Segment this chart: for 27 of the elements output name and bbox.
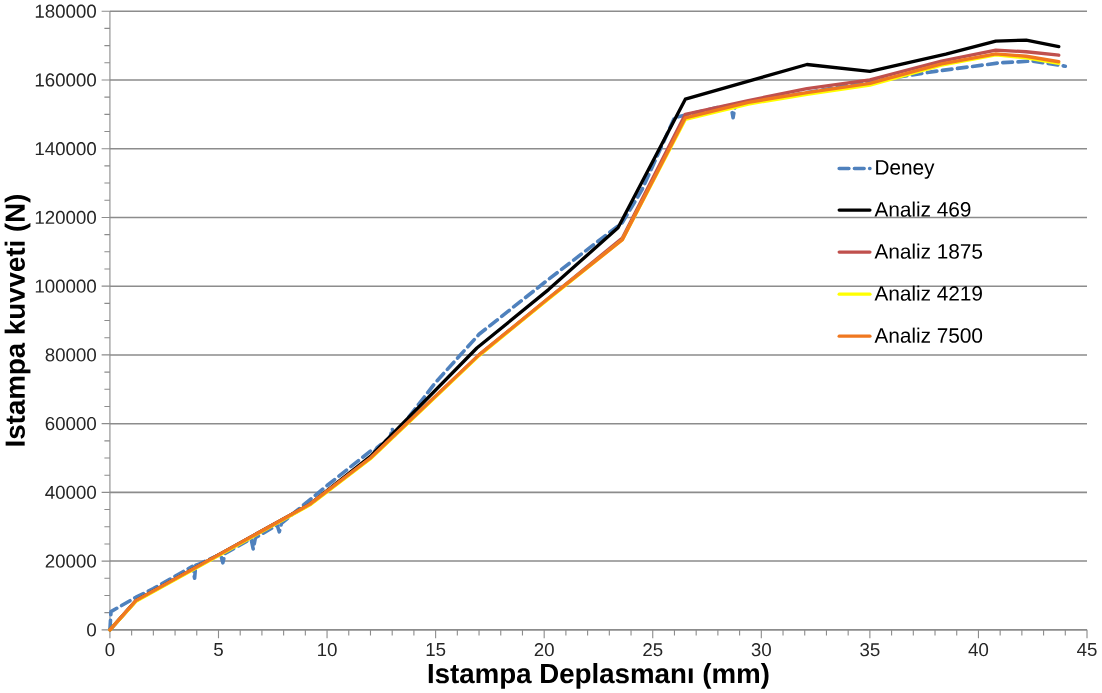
legend-label: Analiz 469	[874, 201, 971, 217]
y-tick-label: 160000	[35, 73, 96, 87]
x-axis-title: Istampa Deplasmanı (mm)	[428, 662, 769, 689]
legend-label: Analiz 1875	[874, 243, 983, 259]
x-tick-label: 35	[860, 642, 880, 657]
x-tick-label: 25	[643, 642, 663, 657]
x-tick-label: 15	[426, 642, 446, 656]
y-tick-label: 180000	[35, 4, 96, 18]
x-tick-label: 5	[214, 642, 223, 656]
x-tick-label: 45	[1077, 642, 1097, 656]
x-tick-label: 20	[534, 642, 554, 657]
x-tick-label: 10	[318, 642, 337, 657]
y-tick-label: 120000	[35, 210, 96, 224]
y-tick-label: 40000	[45, 485, 96, 499]
y-tick-label: 20000	[45, 554, 96, 568]
x-tick-label: 0	[105, 642, 115, 657]
legend-label: Analiz 7500	[874, 327, 983, 343]
legend-label: Deney	[876, 160, 935, 179]
y-tick-label: 60000	[45, 416, 96, 431]
x-tick-label: 30	[751, 642, 771, 657]
x-tick-label: 40	[968, 642, 989, 657]
legend-label: Analiz 4219	[874, 285, 982, 301]
y-tick-label: 100000	[35, 279, 96, 293]
y-tick-label: 0	[87, 623, 96, 637]
y-axis-title: Istampa kuvveti (N)	[4, 194, 31, 446]
y-tick-label: 140000	[35, 141, 96, 156]
y-tick-label: 80000	[45, 348, 96, 362]
